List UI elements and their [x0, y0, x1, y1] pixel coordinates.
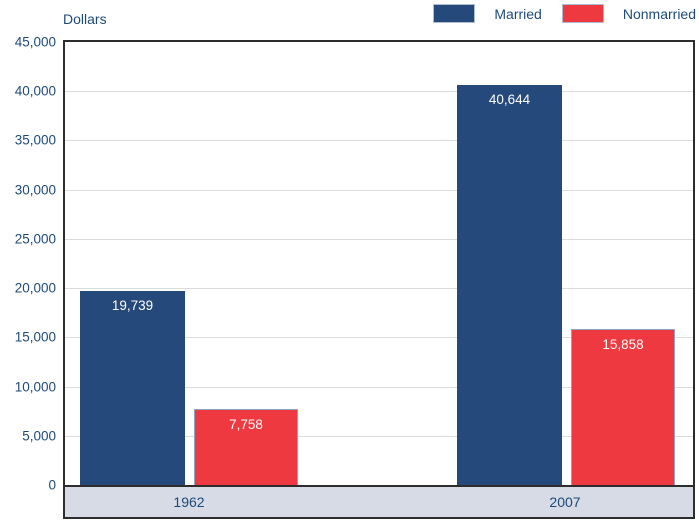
y-tick-label: 15,000: [14, 329, 56, 345]
gridline: [65, 386, 693, 388]
bar-value-label: 40,644: [488, 91, 531, 107]
y-tick-label: 5,000: [22, 428, 56, 444]
category-label-1962: 1962: [173, 494, 205, 510]
plot-area: 19,739 7,758 40,644 15,858: [65, 42, 693, 487]
bar-1962-nonmarried: 7,758: [194, 408, 298, 485]
bar-value-label: 7,758: [229, 416, 263, 432]
gridline: [65, 288, 693, 290]
y-tick-label: 35,000: [14, 132, 56, 148]
gridline: [65, 238, 693, 240]
y-tick-label: 45,000: [14, 34, 56, 50]
legend-item-nonmarried: Nonmarried: [561, 4, 696, 23]
category-label-2007: 2007: [549, 494, 581, 510]
married-color-swatch: [433, 4, 476, 23]
legend-label-married: Married: [494, 5, 542, 22]
legend: Married Nonmarried: [433, 3, 696, 24]
y-tick-label: 40,000: [14, 83, 56, 99]
gridline: [65, 435, 693, 437]
bar-value-label: 19,739: [111, 297, 154, 313]
gridline: [65, 337, 693, 339]
gridline: [65, 91, 693, 93]
y-axis-tick-labels: 45,000 40,000 35,000 30,000 25,000 20,000 15,0…: [0, 35, 56, 493]
y-axis-unit-label: Dollars: [63, 11, 107, 27]
y-tick-label: 10,000: [14, 379, 56, 395]
bar-value-label: 15,858: [602, 336, 644, 352]
y-tick-label: 20,000: [14, 280, 56, 296]
bar-1962-married: 19,739: [80, 290, 185, 485]
bar-2007-nonmarried: 15,858: [571, 328, 675, 485]
legend-label-nonmarried: Nonmarried: [622, 5, 696, 22]
y-tick-label: 25,000: [14, 231, 56, 247]
plot-frame: 19,739 7,758 40,644 15,858 1962 2007: [63, 40, 695, 519]
y-tick-label: 0: [48, 477, 56, 493]
nonmarried-color-swatch: [561, 4, 604, 23]
x-axis-band: 1962 2007: [65, 487, 693, 517]
gridline: [65, 140, 693, 142]
y-tick-label: 30,000: [14, 182, 56, 198]
gridline: [65, 189, 693, 191]
bar-2007-married: 40,644: [457, 84, 562, 485]
legend-item-married: Married: [433, 4, 542, 23]
